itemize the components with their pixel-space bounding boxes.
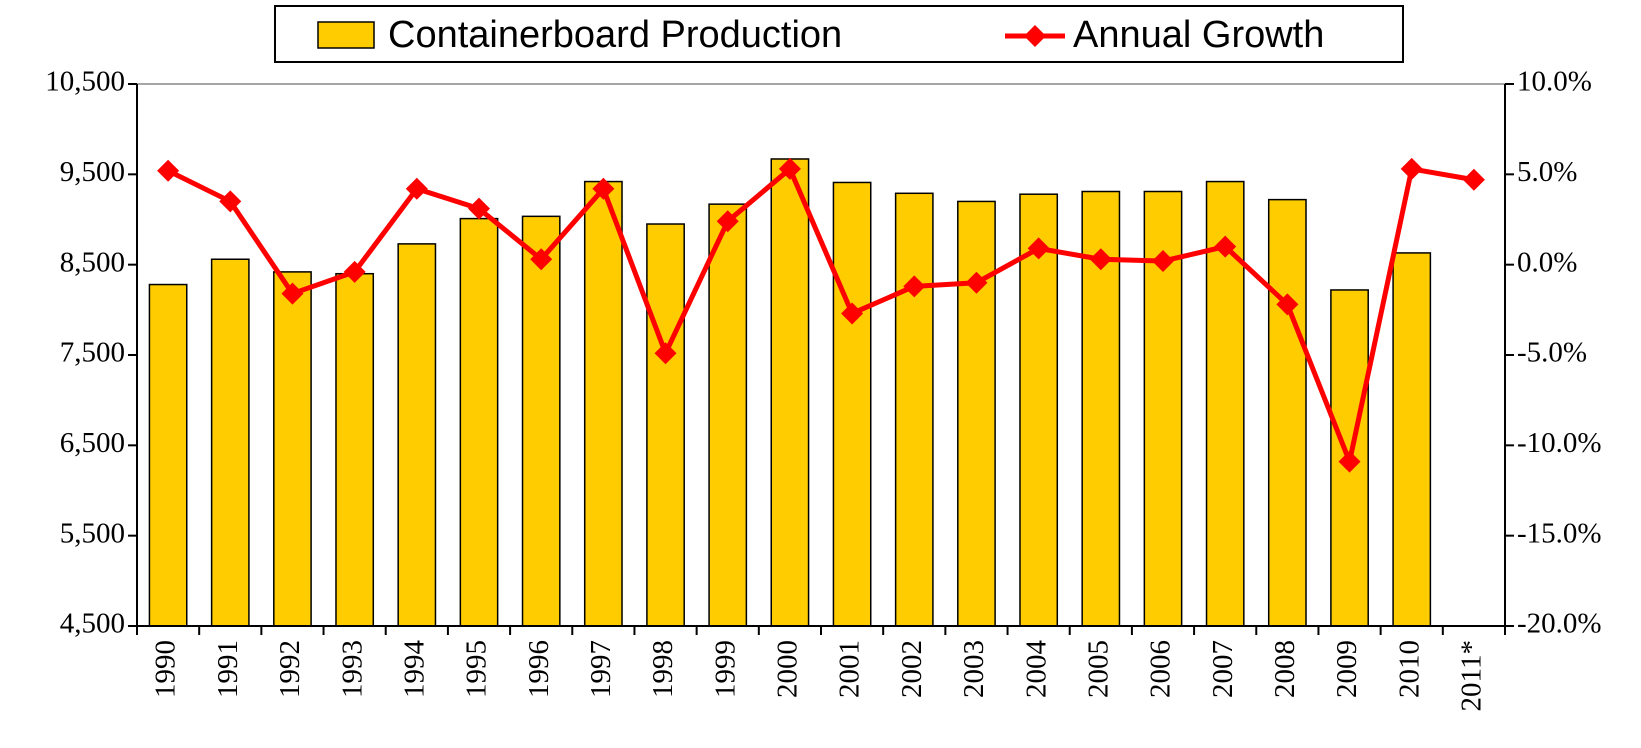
growth-marker bbox=[468, 197, 490, 220]
bar bbox=[273, 271, 312, 627]
x-tick-label: 1992 bbox=[274, 640, 306, 698]
y-tick-label: 10,500 bbox=[45, 66, 125, 98]
bar bbox=[583, 180, 623, 627]
growth-marker bbox=[157, 159, 180, 182]
y2-tick-label: 0.0% bbox=[1517, 246, 1577, 278]
growth-marker bbox=[1214, 235, 1237, 258]
x-tick-label: 1993 bbox=[336, 640, 368, 698]
x-tick-label: 1991 bbox=[212, 640, 244, 698]
legend-box bbox=[274, 5, 1404, 63]
bar bbox=[894, 192, 934, 627]
growth-marker bbox=[778, 157, 801, 180]
x-tick-label: 2008 bbox=[1269, 640, 1301, 698]
growth-marker bbox=[965, 271, 988, 294]
legend-swatch bbox=[317, 21, 375, 49]
y2-tick-label: 5.0% bbox=[1517, 156, 1577, 188]
legend-marker bbox=[1024, 25, 1046, 47]
growth-marker bbox=[1462, 168, 1485, 191]
y2-tick-label: -10.0% bbox=[1517, 427, 1602, 459]
y-tick-label: 6,500 bbox=[60, 427, 125, 459]
x-tick-label: 1996 bbox=[523, 640, 555, 698]
bar bbox=[1392, 252, 1432, 627]
x-tick-label: 2007 bbox=[1207, 640, 1239, 698]
x-tick-label: 1995 bbox=[461, 640, 493, 698]
legend-label: Annual Growth bbox=[1073, 14, 1324, 56]
growth-marker bbox=[343, 260, 366, 283]
growth-marker bbox=[1276, 293, 1299, 316]
bar bbox=[521, 215, 561, 627]
x-tick-label: 1994 bbox=[398, 640, 430, 699]
growth-marker bbox=[1027, 237, 1050, 260]
x-tick-label: 1990 bbox=[150, 640, 182, 698]
y2-tick-label: -15.0% bbox=[1517, 517, 1602, 549]
x-tick-label: 2001 bbox=[834, 640, 866, 698]
y2-tick-label: -5.0% bbox=[1517, 337, 1587, 369]
x-tick-label: 2004 bbox=[1020, 640, 1052, 699]
growth-marker bbox=[281, 282, 304, 305]
growth-marker bbox=[219, 190, 242, 213]
bar bbox=[210, 258, 250, 627]
growth-marker bbox=[1089, 248, 1112, 271]
growth-marker bbox=[654, 342, 677, 365]
growth-marker bbox=[903, 275, 926, 298]
bar bbox=[1019, 193, 1059, 627]
x-tick-label: 2005 bbox=[1082, 640, 1114, 698]
growth-marker bbox=[716, 210, 739, 233]
y2-tick-label: -20.0% bbox=[1517, 608, 1602, 640]
x-tick-label: 2003 bbox=[958, 640, 990, 698]
growth-marker bbox=[841, 302, 864, 325]
bar bbox=[459, 217, 499, 627]
x-tick-label: 2000 bbox=[772, 640, 804, 698]
x-tick-label: 2011* bbox=[1456, 640, 1488, 711]
y2-tick-label: 10.0% bbox=[1517, 66, 1592, 98]
x-tick-label: 1998 bbox=[647, 640, 679, 698]
x-tick-label: 1999 bbox=[709, 640, 741, 698]
bar bbox=[397, 243, 437, 627]
y-tick-label: 4,500 bbox=[60, 608, 125, 640]
bar bbox=[832, 181, 872, 627]
growth-marker bbox=[592, 177, 615, 200]
bar bbox=[646, 223, 685, 627]
growth-marker bbox=[1400, 157, 1423, 180]
growth-marker bbox=[405, 177, 428, 200]
y-tick-label: 7,500 bbox=[60, 337, 125, 369]
y-tick-label: 9,500 bbox=[60, 156, 125, 188]
y-tick-label: 8,500 bbox=[60, 246, 125, 278]
x-tick-label: 2010 bbox=[1393, 640, 1425, 698]
x-tick-label: 1997 bbox=[585, 640, 617, 698]
x-tick-label: 2002 bbox=[896, 640, 928, 698]
growth-line bbox=[166, 166, 1475, 465]
bar bbox=[770, 158, 810, 627]
x-tick-label: 2009 bbox=[1331, 640, 1363, 698]
bar bbox=[1267, 198, 1307, 627]
growth-marker bbox=[1152, 250, 1174, 273]
bar bbox=[148, 283, 188, 627]
y-tick-label: 5,500 bbox=[60, 517, 125, 549]
bar bbox=[335, 272, 375, 627]
growth-marker bbox=[1338, 450, 1361, 473]
growth-marker bbox=[530, 248, 553, 271]
x-tick-label: 2006 bbox=[1145, 640, 1177, 698]
legend-label: Containerboard Production bbox=[388, 14, 842, 56]
bar bbox=[708, 203, 748, 627]
bar bbox=[957, 200, 996, 627]
